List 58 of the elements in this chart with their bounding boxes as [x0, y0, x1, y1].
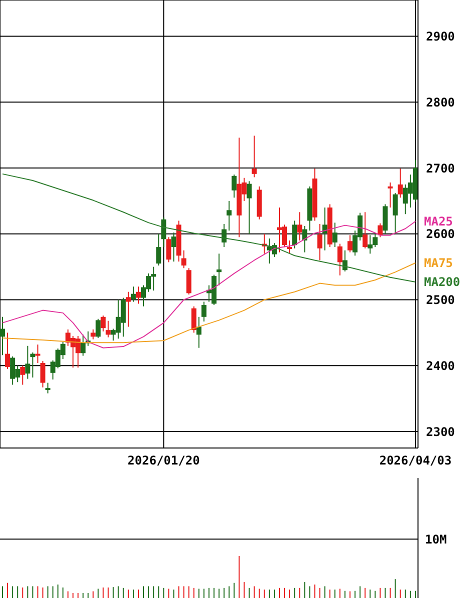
candlestick [292, 220, 298, 249]
candlestick [96, 318, 101, 338]
candlestick [100, 315, 106, 332]
series-label: MA25 [424, 214, 453, 228]
candlestick [347, 234, 352, 253]
candlestick [35, 344, 40, 364]
candlestick [156, 233, 162, 266]
y-tick-label: 2600 [426, 227, 455, 242]
candlestick [332, 222, 338, 248]
candlestick [186, 268, 192, 295]
candlestick [246, 180, 252, 234]
candlestick [196, 316, 202, 348]
candlestick [161, 216, 166, 248]
candlestick [171, 232, 176, 262]
candlestick [342, 250, 348, 272]
candlestick [191, 306, 196, 334]
candlestick [201, 301, 206, 322]
candlestick [232, 174, 237, 198]
candlestick [30, 352, 36, 378]
y-tick-label: 2900 [426, 29, 455, 44]
line-series [2, 173, 416, 282]
series-label: MA200 [424, 274, 460, 289]
candlestick [126, 291, 131, 328]
candlestick [5, 332, 10, 370]
candlestick [20, 365, 26, 386]
candlestick [398, 168, 403, 198]
candlestick [287, 240, 292, 254]
candlestick [166, 236, 172, 263]
candlestick [0, 316, 5, 356]
candlestick [388, 182, 393, 208]
x-tick-label: 2026/04/03 [379, 454, 452, 468]
y-tick-label: 2400 [426, 358, 455, 373]
candlestick [216, 253, 222, 286]
candlestick [90, 328, 96, 340]
y-tick-label: 2700 [426, 161, 455, 176]
line-series [2, 220, 416, 348]
x-tick-label: 2026/01/20 [128, 454, 200, 468]
candlestick [317, 224, 322, 261]
y-tick-label: 2500 [426, 293, 455, 308]
candlestick [45, 382, 50, 394]
candlestick [337, 243, 342, 276]
series-label: MA75 [424, 256, 453, 270]
y-tick-label: 2300 [426, 424, 455, 439]
candlestick [80, 334, 86, 356]
ref-line-label: 10M [425, 532, 447, 546]
candlestick [106, 320, 111, 338]
candlestick [130, 286, 136, 302]
candlestick [297, 212, 302, 241]
y-tick-label: 2800 [426, 95, 455, 110]
candlestick [25, 345, 30, 380]
candlestick [136, 286, 141, 304]
candlestick [252, 135, 257, 178]
candlestick [362, 212, 368, 249]
candlestick [181, 250, 186, 269]
candlestick [40, 360, 46, 388]
candlestick [222, 224, 227, 248]
candlestick [226, 200, 232, 232]
candlestick [392, 192, 398, 234]
